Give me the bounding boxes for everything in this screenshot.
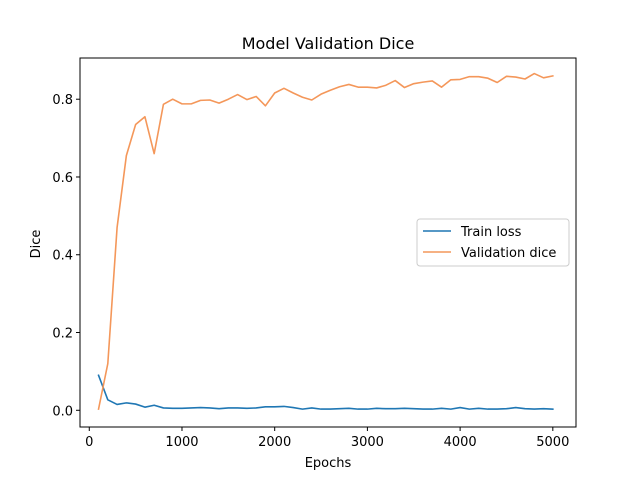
legend: Train loss Validation dice (416, 218, 570, 267)
series-line-train-loss (97, 374, 554, 410)
x-tick-label: 5000 (536, 435, 569, 450)
y-tick-label: 0.0 (52, 404, 73, 419)
x-tick-label: 3000 (351, 435, 384, 450)
x-tick-label: 1000 (165, 435, 198, 450)
legend-box (416, 218, 570, 267)
x-axis-label: Epochs (305, 456, 352, 471)
x-tick-label: 0 (85, 435, 93, 450)
legend-label: Train loss (460, 225, 522, 240)
y-tick-label: 0.6 (52, 171, 73, 186)
x-tick-label: 4000 (444, 435, 477, 450)
y-tick-label: 0.8 (52, 93, 73, 108)
plot-area: 0 1000 2000 3000 4000 5000 0.0 0.2 0.4 0.6 0.8 (52, 57, 577, 450)
y-tick-label: 0.2 (52, 327, 73, 342)
series-line-validation-dice (97, 72, 554, 411)
y-axis-label: Dice (29, 230, 44, 259)
legend-label: Validation dice (461, 246, 556, 261)
x-tick-label: 2000 (258, 435, 291, 450)
chart-title: Model Validation Dice (242, 34, 415, 53)
axes-frame (79, 57, 577, 428)
y-tick-label: 0.4 (52, 249, 73, 264)
